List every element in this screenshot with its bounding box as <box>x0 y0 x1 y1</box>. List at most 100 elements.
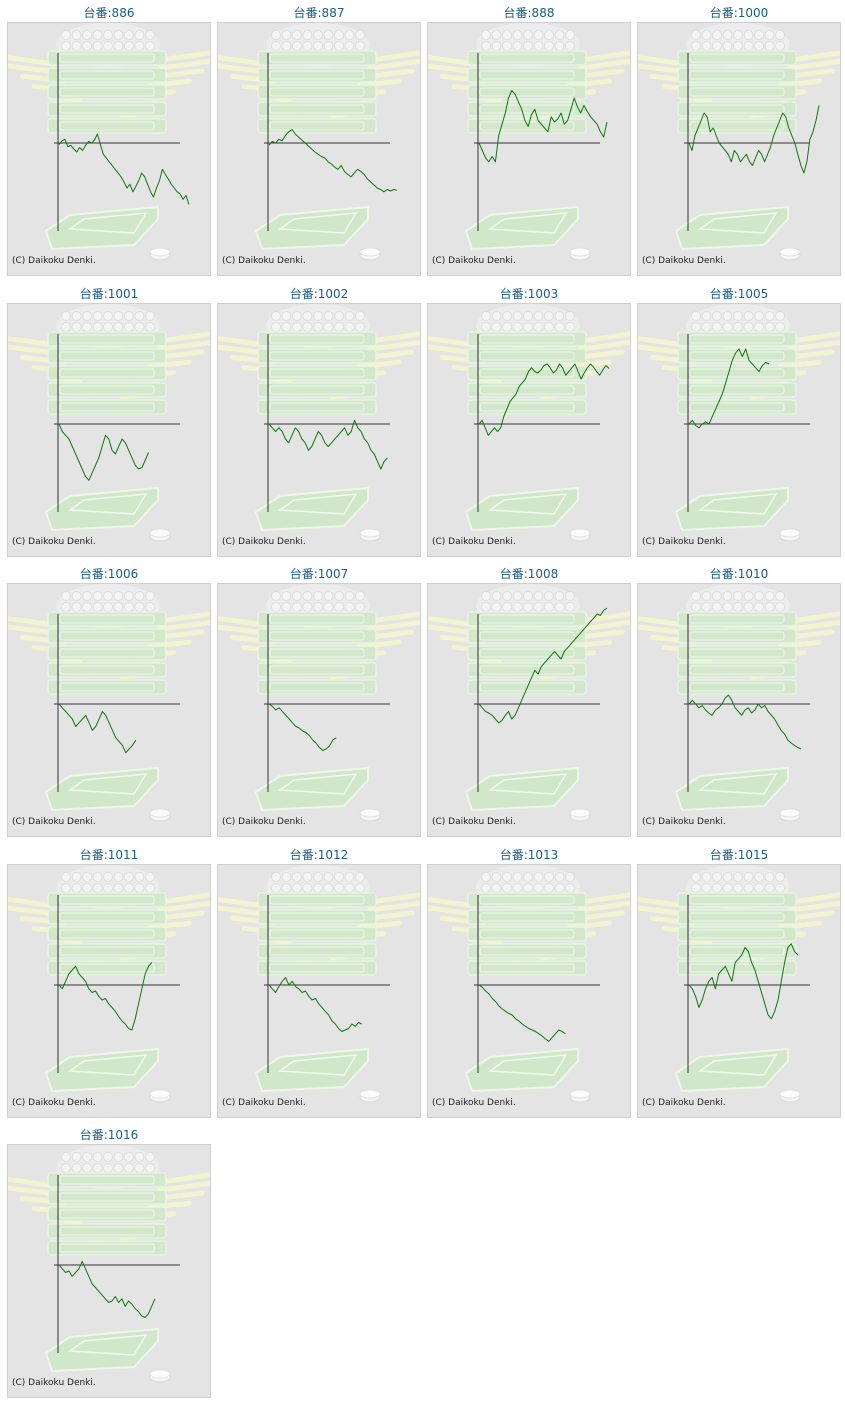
chart-title[interactable]: 台番:1012 <box>289 848 349 862</box>
chart-cell: 台番:1010 (C) Daikoku Denki. <box>637 561 841 841</box>
chart-title[interactable]: 台番:888 <box>503 6 555 20</box>
line-chart: (C) Daikoku Denki. <box>218 865 420 1108</box>
chart-panel: (C) Daikoku Denki. <box>427 303 631 557</box>
chart-cell: 台番:886 (C) Daikoku Denki. <box>7 0 211 280</box>
watermark <box>638 304 840 542</box>
chart-cell: 台番:1008 (C) Daikoku Denki. <box>427 561 631 841</box>
series-line <box>58 703 137 754</box>
watermark <box>638 584 840 822</box>
copyright-text: (C) Daikoku Denki. <box>432 256 516 266</box>
watermark <box>218 23 420 261</box>
line-chart: (C) Daikoku Denki. <box>428 584 630 827</box>
line-chart: (C) Daikoku Denki. <box>638 865 840 1108</box>
chart-cell: 台番:1012 (C) Daikoku Denki. <box>217 842 421 1122</box>
chart-cell: 台番:1001 (C) Daikoku Denki. <box>7 281 211 561</box>
line-chart: (C) Daikoku Denki. <box>638 23 840 266</box>
copyright-text: (C) Daikoku Denki. <box>432 817 516 827</box>
series-line <box>688 943 799 1020</box>
chart-title[interactable]: 台番:1006 <box>79 567 139 581</box>
chart-title[interactable]: 台番:1007 <box>289 567 349 581</box>
copyright-text: (C) Daikoku Denki. <box>642 1098 726 1108</box>
watermark <box>428 304 630 542</box>
chart-title[interactable]: 台番:1013 <box>499 848 559 862</box>
chart-panel: (C) Daikoku Denki. <box>7 864 211 1118</box>
chart-cell: 台番:1015 (C) Daikoku Denki. <box>637 842 841 1122</box>
chart-cell: 台番:1011 (C) Daikoku Denki. <box>7 842 211 1122</box>
watermark <box>638 23 840 261</box>
chart-cell: 台番:1002 (C) Daikoku Denki. <box>217 281 421 561</box>
chart-panel: (C) Daikoku Denki. <box>7 303 211 557</box>
chart-title[interactable]: 台番:1008 <box>499 567 559 581</box>
series-line <box>478 363 610 436</box>
series-line <box>478 90 608 163</box>
series-line <box>478 984 566 1042</box>
chart-title[interactable]: 台番:1010 <box>709 567 769 581</box>
chart-title[interactable]: 台番:1011 <box>79 848 139 862</box>
watermark <box>428 865 630 1103</box>
series-line <box>688 348 770 429</box>
chart-cell: 台番:1005 (C) Daikoku Denki. <box>637 281 841 561</box>
copyright-text: (C) Daikoku Denki. <box>12 1378 96 1388</box>
chart-cell: 台番:1006 (C) Daikoku Denki. <box>7 561 211 841</box>
chart-cell: 台番:1007 (C) Daikoku Denki. <box>217 561 421 841</box>
chart-title[interactable]: 台番:1003 <box>499 287 559 301</box>
watermark <box>8 865 210 1103</box>
chart-panel: (C) Daikoku Denki. <box>637 864 841 1118</box>
chart-cell: 台番:1003 (C) Daikoku Denki. <box>427 281 631 561</box>
line-chart: (C) Daikoku Denki. <box>8 865 210 1108</box>
watermark <box>8 1145 210 1383</box>
copyright-text: (C) Daikoku Denki. <box>642 256 726 266</box>
chart-title[interactable]: 台番:887 <box>293 6 345 20</box>
line-chart: (C) Daikoku Denki. <box>428 23 630 266</box>
copyright-text: (C) Daikoku Denki. <box>12 256 96 266</box>
series-line <box>58 423 150 481</box>
line-chart: (C) Daikoku Denki. <box>8 584 210 827</box>
line-chart: (C) Daikoku Denki. <box>218 584 420 827</box>
series-line <box>268 129 398 193</box>
chart-panel: (C) Daikoku Denki. <box>427 22 631 276</box>
copyright-text: (C) Daikoku Denki. <box>12 537 96 547</box>
chart-panel: (C) Daikoku Denki. <box>7 22 211 276</box>
line-chart: (C) Daikoku Denki. <box>218 23 420 266</box>
watermark <box>8 304 210 542</box>
line-chart: (C) Daikoku Denki. <box>428 304 630 547</box>
copyright-text: (C) Daikoku Denki. <box>222 817 306 827</box>
chart-title[interactable]: 台番:1002 <box>289 287 349 301</box>
copyright-text: (C) Daikoku Denki. <box>432 537 516 547</box>
series-line <box>58 133 190 205</box>
watermark <box>8 23 210 261</box>
watermark <box>428 23 630 261</box>
watermark <box>8 584 210 822</box>
copyright-text: (C) Daikoku Denki. <box>222 1098 306 1108</box>
series-line <box>268 419 388 470</box>
series-line <box>58 1260 156 1318</box>
copyright-text: (C) Daikoku Denki. <box>222 256 306 266</box>
chart-panel: (C) Daikoku Denki. <box>427 864 631 1118</box>
line-chart: (C) Daikoku Denki. <box>638 304 840 547</box>
chart-panel: (C) Daikoku Denki. <box>217 583 421 837</box>
line-chart: (C) Daikoku Denki. <box>8 23 210 266</box>
chart-title[interactable]: 台番:1015 <box>709 848 769 862</box>
copyright-text: (C) Daikoku Denki. <box>642 817 726 827</box>
chart-panel: (C) Daikoku Denki. <box>7 583 211 837</box>
chart-title[interactable]: 台番:886 <box>83 6 135 20</box>
chart-panel: (C) Daikoku Denki. <box>217 303 421 557</box>
watermark <box>218 584 420 822</box>
line-chart: (C) Daikoku Denki. <box>428 865 630 1108</box>
series-line <box>58 962 153 1031</box>
chart-panel: (C) Daikoku Denki. <box>217 864 421 1118</box>
chart-cell: 台番:888 (C) Daikoku Denki. <box>427 0 631 280</box>
chart-cell: 台番:1013 (C) Daikoku Denki. <box>427 842 631 1122</box>
chart-cell: 台番:1016 (C) Daikoku Denki. <box>7 1122 211 1402</box>
chart-title[interactable]: 台番:1000 <box>709 6 769 20</box>
line-chart: (C) Daikoku Denki. <box>8 1145 210 1388</box>
copyright-text: (C) Daikoku Denki. <box>432 1098 516 1108</box>
series-line <box>688 105 820 174</box>
chart-panel: (C) Daikoku Denki. <box>427 583 631 837</box>
watermark <box>638 865 840 1103</box>
watermark <box>218 865 420 1103</box>
chart-title[interactable]: 台番:1016 <box>79 1128 139 1142</box>
chart-title[interactable]: 台番:1001 <box>79 287 139 301</box>
chart-title[interactable]: 台番:1005 <box>709 287 769 301</box>
copyright-text: (C) Daikoku Denki. <box>12 817 96 827</box>
